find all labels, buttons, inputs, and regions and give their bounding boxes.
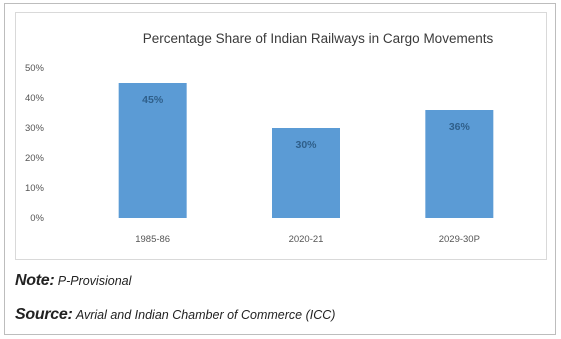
data-label-2020-21: 30% [295,139,317,151]
bar-1985-86 [118,83,187,218]
figure-frame: Percentage Share of Indian Railways in C… [4,3,556,335]
bar-chart: Percentage Share of Indian Railways in C… [25,31,494,245]
bar-2029-30P [425,110,494,218]
y-tick-label: 0% [30,213,44,224]
x-tick-label-1985-86: 1985-86 [135,234,170,245]
source-key: Source: [15,306,73,323]
y-tick-label: 30% [25,123,45,134]
x-tick-label-2029-30P: 2029-30P [439,234,480,245]
bar-2020-21 [272,128,340,218]
chart-title: Percentage Share of Indian Railways in C… [143,31,494,46]
source-text: Avrial and Indian Chamber of Commerce (I… [75,308,336,322]
note: Note: P-Provisional [15,272,131,290]
y-tick-label: 40% [25,93,45,104]
y-tick-label: 50% [25,63,45,74]
note-key: Note: [15,272,55,289]
source: Source: Avrial and Indian Chamber of Com… [15,306,335,324]
data-label-2029-30P: 36% [449,121,471,133]
y-tick-label: 20% [25,153,45,164]
note-text: P-Provisional [57,274,132,288]
x-tick-label-2020-21: 2020-21 [289,234,324,245]
y-tick-label: 10% [25,183,45,194]
data-label-1985-86: 45% [142,94,164,106]
chart-container: Percentage Share of Indian Railways in C… [15,12,547,260]
